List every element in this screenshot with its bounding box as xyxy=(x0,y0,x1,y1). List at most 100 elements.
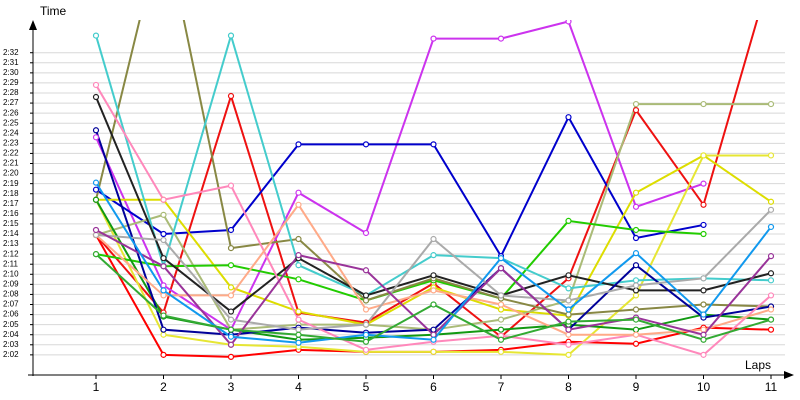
point-marker xyxy=(700,100,707,108)
y-tick-label: 2:29 xyxy=(3,78,19,87)
point-marker xyxy=(160,292,167,299)
point-marker xyxy=(632,234,640,242)
point-marker xyxy=(767,253,775,260)
point-marker xyxy=(227,32,235,39)
point-marker xyxy=(295,235,302,243)
y-tick-label: 2:04 xyxy=(3,330,19,339)
point-marker xyxy=(700,275,707,282)
point-marker xyxy=(632,326,640,333)
point-marker xyxy=(700,287,707,294)
point-marker xyxy=(295,262,302,269)
point-marker xyxy=(632,331,640,338)
point-marker xyxy=(767,270,775,277)
y-tick-label: 2:24 xyxy=(3,128,19,137)
y-tick-label: 2:09 xyxy=(3,279,19,288)
point-marker xyxy=(632,306,640,313)
point-marker xyxy=(92,251,100,258)
point-marker xyxy=(92,186,100,193)
point-marker xyxy=(767,292,775,299)
x-tick-label: 8 xyxy=(565,380,572,394)
point-marker xyxy=(632,250,640,257)
series-line xyxy=(95,199,772,341)
x-tick-label: 5 xyxy=(363,380,370,394)
point-marker xyxy=(92,32,100,39)
point-marker xyxy=(565,306,572,313)
y-tick-label: 2:32 xyxy=(3,48,19,57)
y-tick-label: 2:11 xyxy=(3,259,19,268)
point-marker xyxy=(497,316,505,323)
point-marker xyxy=(430,141,437,148)
point-marker xyxy=(700,331,707,338)
point-marker xyxy=(160,263,167,270)
point-marker xyxy=(767,306,775,313)
point-marker xyxy=(497,306,505,313)
point-marker xyxy=(767,206,775,213)
point-marker xyxy=(227,92,235,100)
point-marker xyxy=(430,35,437,42)
point-marker xyxy=(160,326,167,333)
point-marker xyxy=(565,285,572,292)
point-marker xyxy=(565,217,572,225)
point-marker xyxy=(227,226,235,234)
point-marker xyxy=(767,198,775,205)
x-axis-label: Laps xyxy=(745,358,771,372)
point-marker xyxy=(767,223,775,231)
point-marker xyxy=(700,336,707,343)
point-marker xyxy=(497,255,505,262)
series-line xyxy=(95,209,772,331)
y-tick-label: 2:25 xyxy=(3,118,19,127)
point-marker xyxy=(160,230,167,238)
point-marker xyxy=(92,226,100,234)
point-marker xyxy=(160,196,167,203)
point-marker xyxy=(227,308,235,315)
x-tick-label: 7 xyxy=(498,380,505,394)
point-marker xyxy=(92,134,100,141)
point-marker xyxy=(92,81,100,89)
point-marker xyxy=(700,311,707,318)
point-marker xyxy=(632,203,640,210)
point-marker xyxy=(632,107,640,114)
point-marker xyxy=(565,326,572,333)
y-tick-label: 2:14 xyxy=(3,229,19,238)
point-marker xyxy=(160,287,167,294)
point-marker xyxy=(700,351,707,358)
point-marker xyxy=(700,301,707,308)
y-axis-label: Time xyxy=(40,4,67,18)
point-marker xyxy=(227,292,235,299)
point-marker xyxy=(160,351,167,358)
y-tick-label: 2:13 xyxy=(3,239,19,248)
point-marker xyxy=(497,35,505,42)
x-axis-arrow xyxy=(784,371,794,379)
point-marker xyxy=(632,189,640,196)
point-marker xyxy=(160,282,167,289)
y-tick-label: 2:12 xyxy=(3,249,19,258)
point-marker xyxy=(700,230,707,238)
x-tick-label: 3 xyxy=(228,380,235,394)
y-tick-label: 2:26 xyxy=(3,108,19,117)
point-marker xyxy=(565,297,572,304)
x-tick-label: 2 xyxy=(160,380,167,394)
y-tick-label: 2:23 xyxy=(3,138,19,147)
ticks: 2:022:032:042:052:062:072:08 2:092:102:11… xyxy=(3,48,778,394)
point-marker xyxy=(295,339,302,346)
y-tick-label: 2:03 xyxy=(3,340,19,349)
y-tick-label: 2:08 xyxy=(3,290,19,299)
y-tick-label: 2:30 xyxy=(3,68,19,77)
point-marker xyxy=(767,316,775,323)
point-marker xyxy=(362,229,370,237)
point-marker xyxy=(362,297,370,304)
y-axis-arrow xyxy=(29,20,37,30)
point-marker xyxy=(565,272,572,279)
point-marker xyxy=(362,141,370,148)
point-marker xyxy=(700,221,707,229)
point-marker xyxy=(430,348,437,355)
point-marker xyxy=(160,312,167,319)
point-marker xyxy=(362,338,370,345)
series-line xyxy=(95,115,704,259)
plot-area xyxy=(92,20,775,360)
point-marker xyxy=(295,201,302,208)
point-marker xyxy=(295,331,302,338)
point-marker xyxy=(632,262,640,269)
point-marker xyxy=(700,180,707,187)
